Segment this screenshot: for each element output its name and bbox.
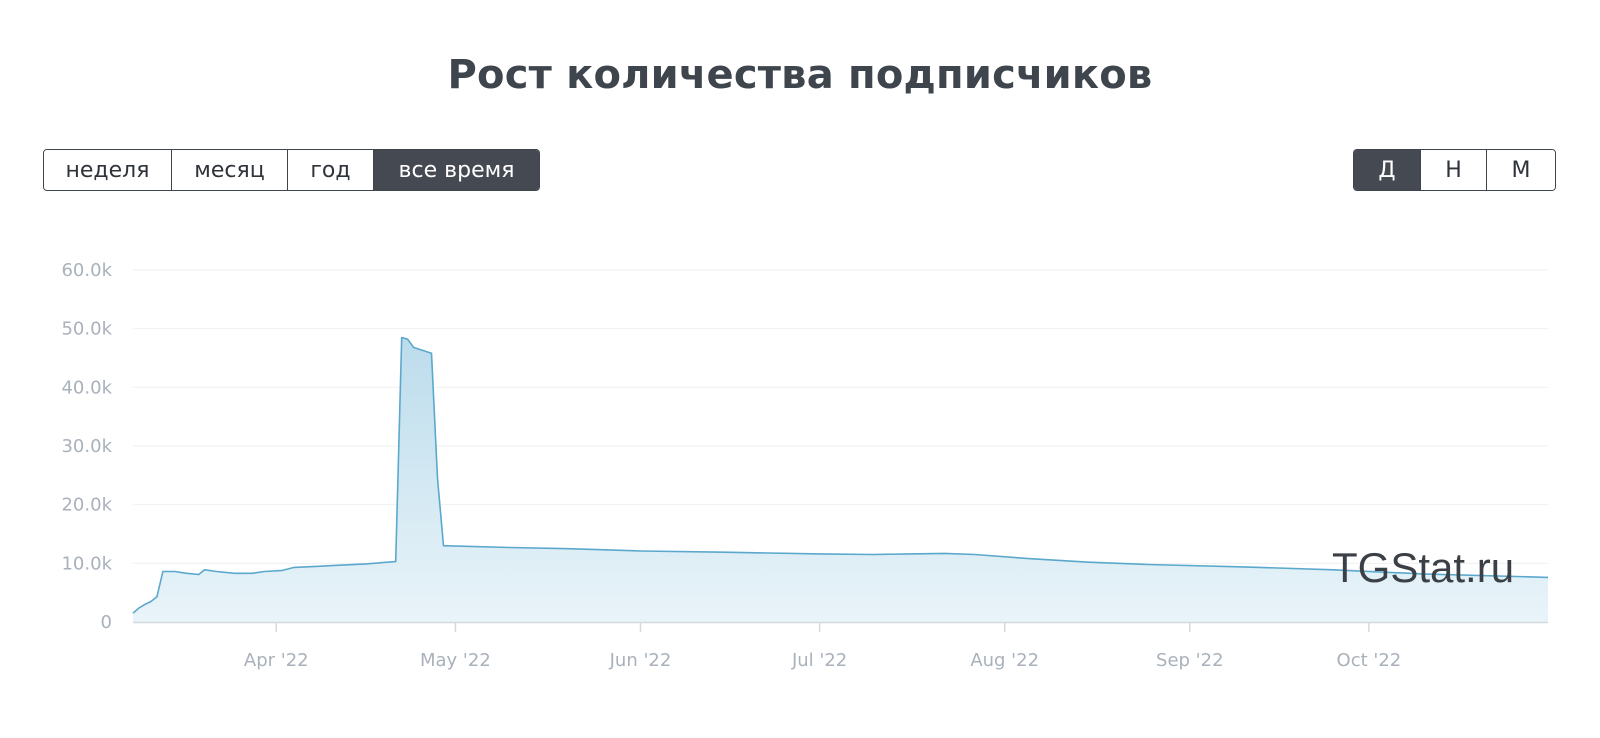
x-tick-label: Jun '22 <box>609 650 672 671</box>
aggregation-selector: Д Н М <box>1353 149 1556 191</box>
period-selector: неделя месяц год все время <box>43 149 540 191</box>
period-month-button[interactable]: месяц <box>172 150 288 190</box>
y-tick-label: 0 <box>101 612 112 633</box>
aggregation-day-button[interactable]: Д <box>1354 150 1421 190</box>
x-tick-label: May '22 <box>420 650 491 671</box>
series-area <box>133 337 1548 622</box>
period-year-button[interactable]: год <box>288 150 374 190</box>
chart-title: Рост количества подписчиков <box>447 52 1153 98</box>
y-tick-label: 30.0k <box>61 436 112 457</box>
y-tick-label: 50.0k <box>61 319 112 340</box>
aggregation-week-button[interactable]: Н <box>1421 150 1487 190</box>
series-layer <box>132 336 1549 622</box>
aggregation-month-button[interactable]: М <box>1487 150 1555 190</box>
period-week-button[interactable]: неделя <box>44 150 172 190</box>
y-tick-label: 60.0k <box>61 260 112 281</box>
period-all-time-button[interactable]: все время <box>374 150 539 190</box>
x-tick-label: Jul '22 <box>791 650 847 671</box>
y-tick-label: 20.0k <box>61 495 112 516</box>
y-tick-label: 10.0k <box>61 553 112 574</box>
x-tick-label: Aug '22 <box>970 650 1039 671</box>
grid-layer <box>133 269 1548 564</box>
x-tick-label: Oct '22 <box>1337 650 1402 671</box>
y-tick-label: 40.0k <box>61 377 112 398</box>
x-tick-label: Sep '22 <box>1156 650 1224 671</box>
x-tick-label: Apr '22 <box>244 650 309 671</box>
axis-layer: 0 10.0k 20.0k 30.0k 40.0k 50.0k 60.0k Apr '22 Ma… <box>61 260 1548 671</box>
watermark-text: TGStat.ru <box>1332 544 1514 591</box>
series-line <box>132 336 1549 614</box>
